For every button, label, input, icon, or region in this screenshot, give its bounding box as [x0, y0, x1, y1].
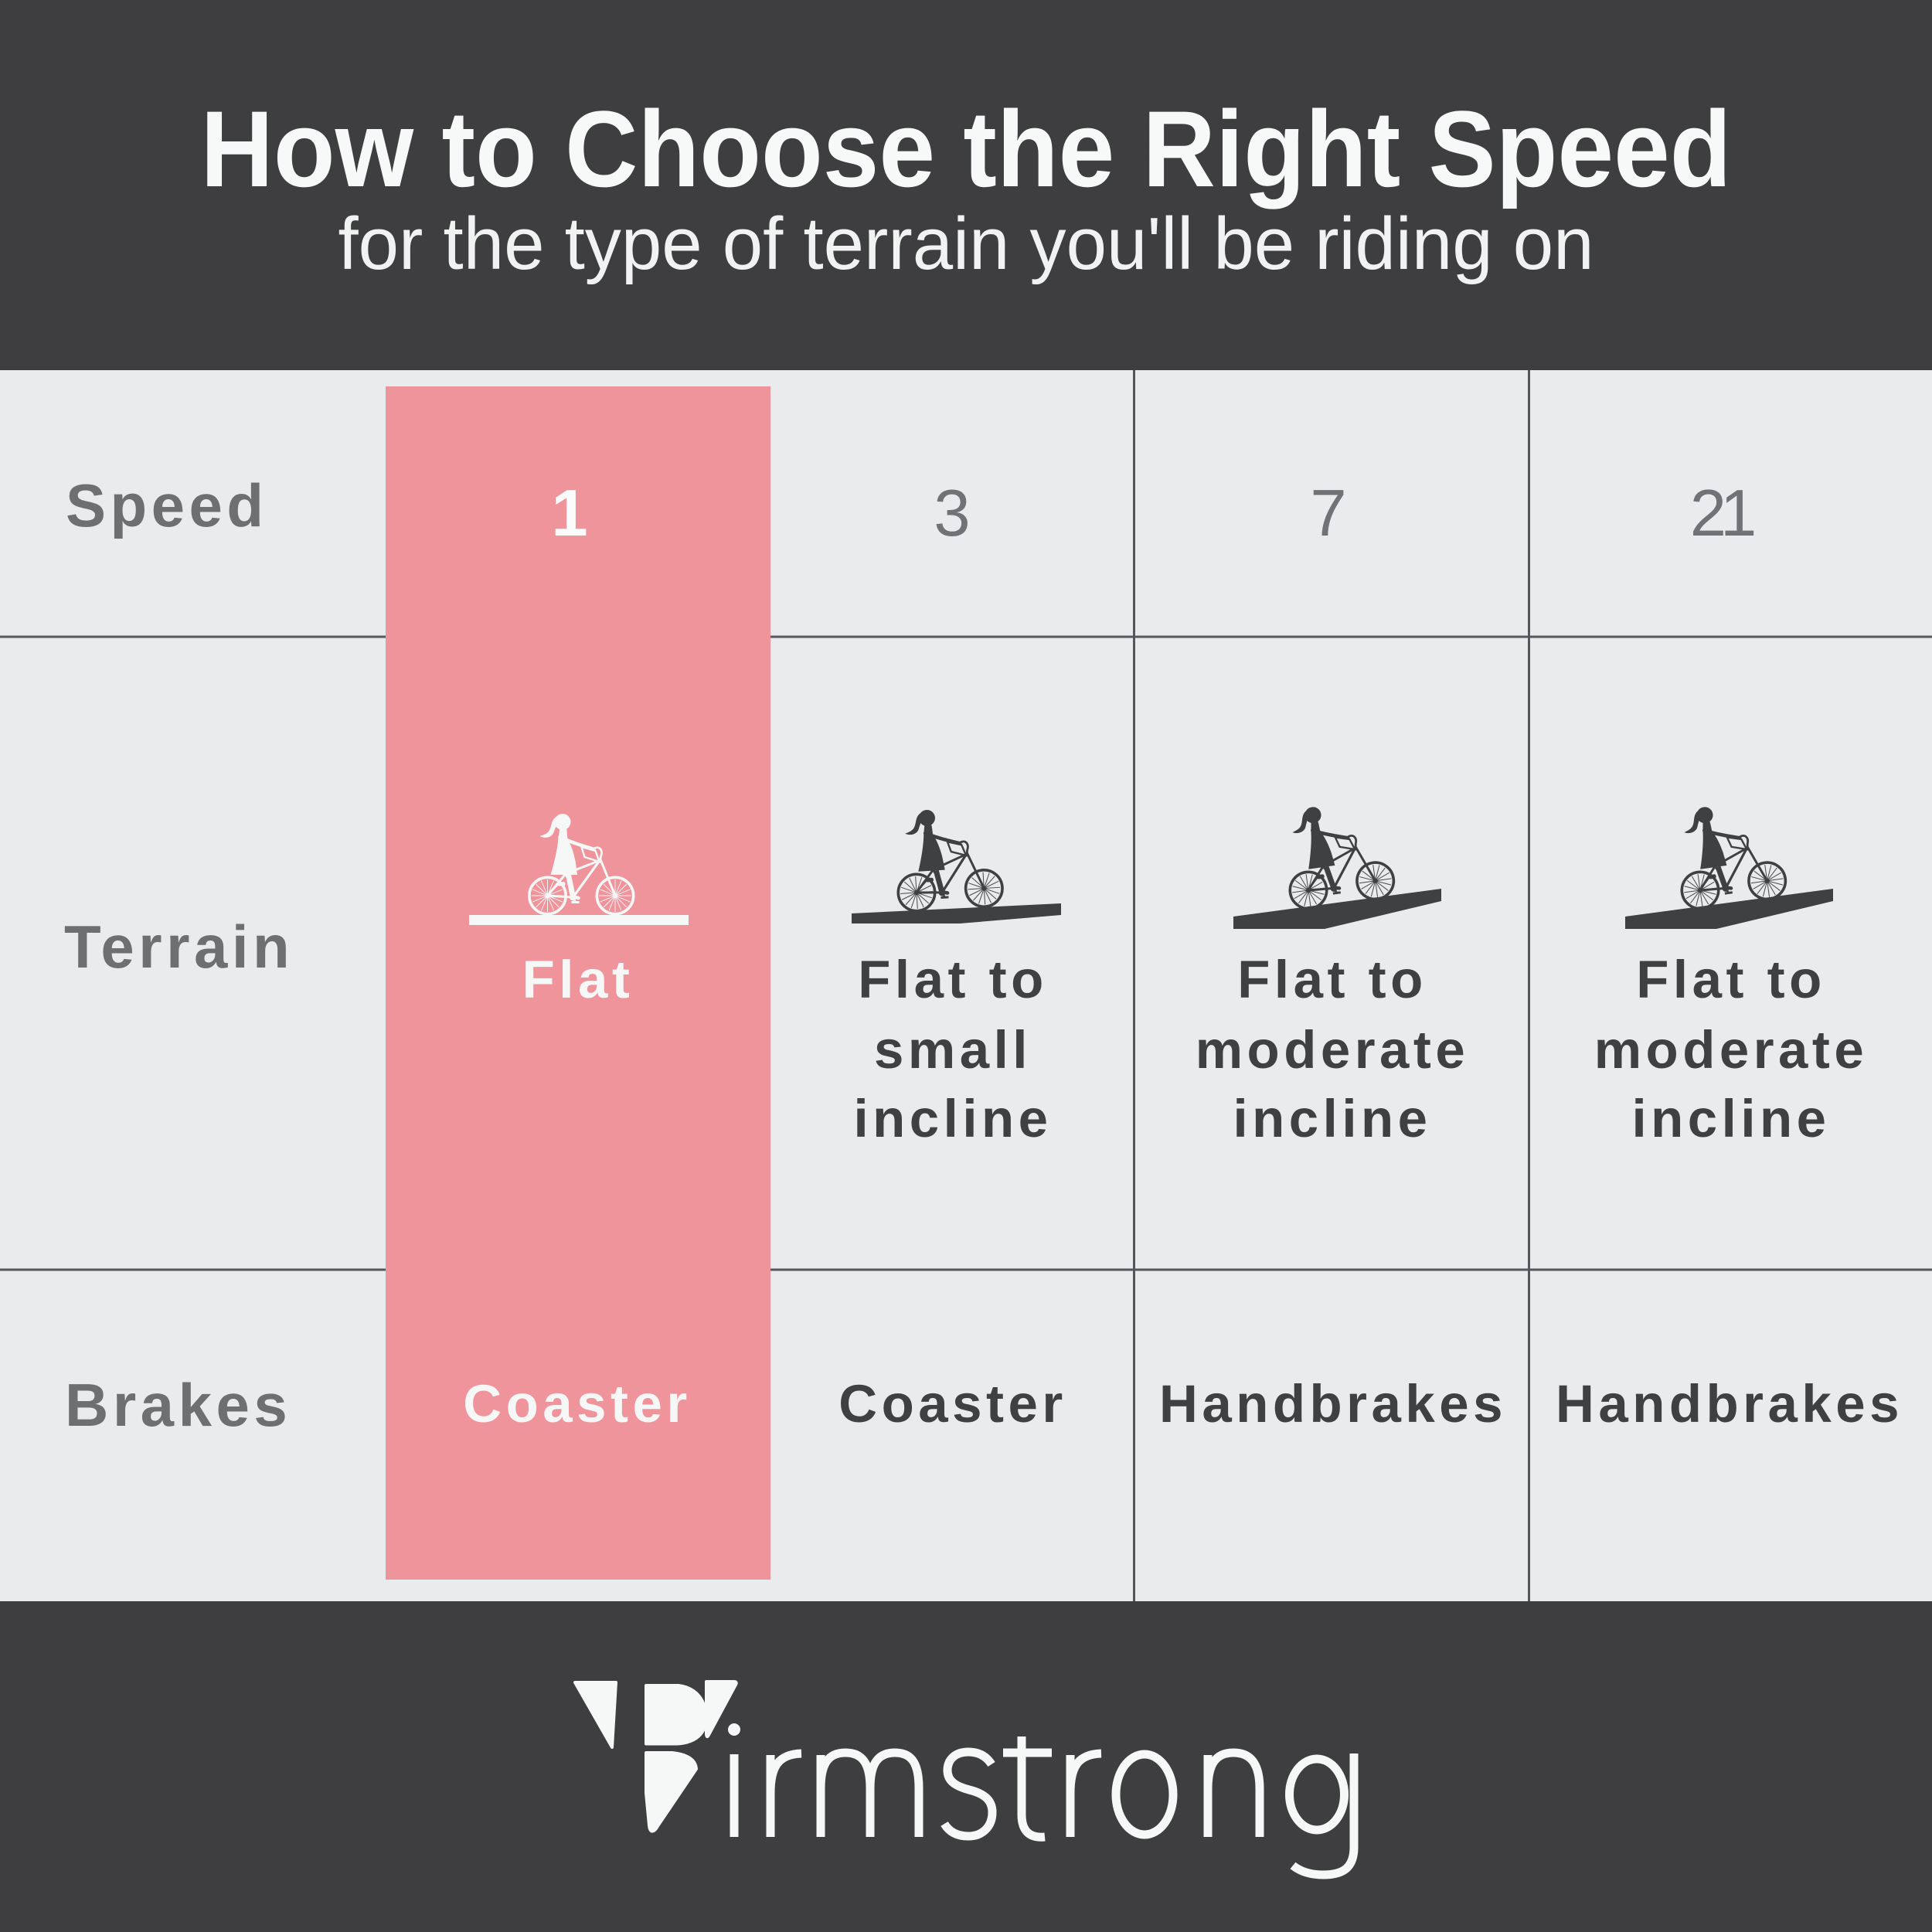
svg-text:Flat to: Flat to	[1237, 950, 1427, 1009]
svg-text:How to Choose the Right Speed: How to Choose the Right Speed	[201, 88, 1732, 209]
svg-text:Terrain: Terrain	[64, 913, 294, 981]
svg-text:for the type of terrain you'll: for the type of terrain you'll be riding…	[338, 202, 1594, 285]
svg-text:Coaster: Coaster	[463, 1374, 691, 1434]
svg-text:7: 7	[1310, 477, 1346, 550]
svg-text:Flat to: Flat to	[858, 950, 1047, 1009]
svg-text:3: 3	[934, 477, 970, 550]
svg-text:Flat to: Flat to	[1636, 950, 1825, 1009]
svg-text:Flat: Flat	[522, 950, 634, 1009]
svg-text:incline: incline	[1631, 1089, 1830, 1148]
svg-text:moderate: moderate	[1196, 1020, 1470, 1080]
svg-text:incline: incline	[1233, 1089, 1431, 1148]
svg-text:Brakes: Brakes	[65, 1371, 291, 1439]
svg-text:1: 1	[551, 477, 587, 550]
svg-text:Handbrakes: Handbrakes	[1159, 1374, 1507, 1434]
svg-text:Coaster: Coaster	[838, 1374, 1066, 1434]
svg-text:moderate: moderate	[1594, 1020, 1869, 1080]
svg-text:Speed: Speed	[66, 471, 268, 539]
svg-text:Handbrakes: Handbrakes	[1556, 1374, 1903, 1434]
svg-text:small: small	[874, 1020, 1032, 1080]
svg-text:21: 21	[1690, 477, 1754, 550]
svg-text:incline: incline	[853, 1089, 1052, 1148]
